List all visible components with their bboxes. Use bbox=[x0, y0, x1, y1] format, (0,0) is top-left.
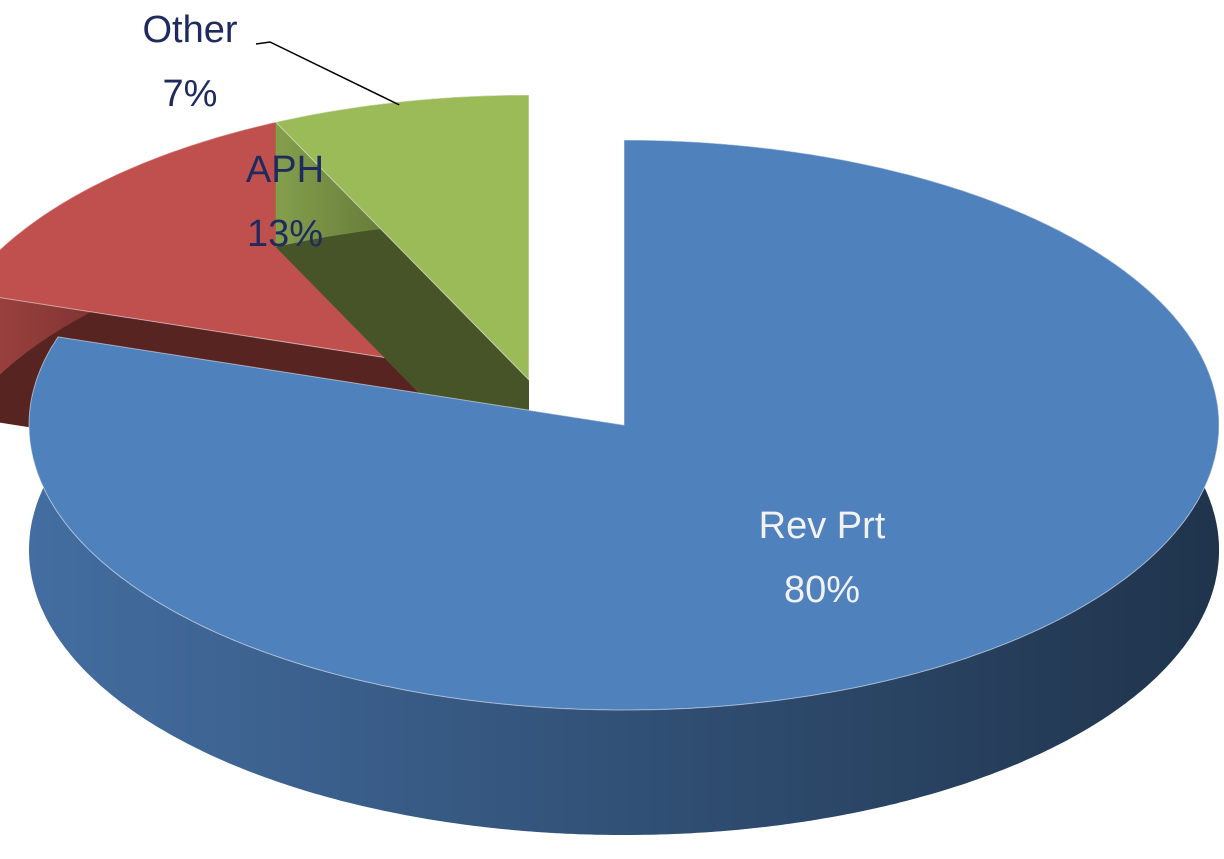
slice-category-label: APH bbox=[246, 149, 324, 191]
slice bbox=[28, 139, 1220, 711]
slice-value-label: 80% bbox=[784, 569, 860, 611]
slice-value-label: 13% bbox=[247, 213, 323, 255]
slice-category-label: Rev Prt bbox=[759, 505, 886, 547]
slice-value-label: 7% bbox=[163, 73, 218, 115]
slice-category-label: Other bbox=[142, 9, 237, 51]
leader-line bbox=[255, 41, 400, 106]
slice bbox=[274, 94, 530, 382]
